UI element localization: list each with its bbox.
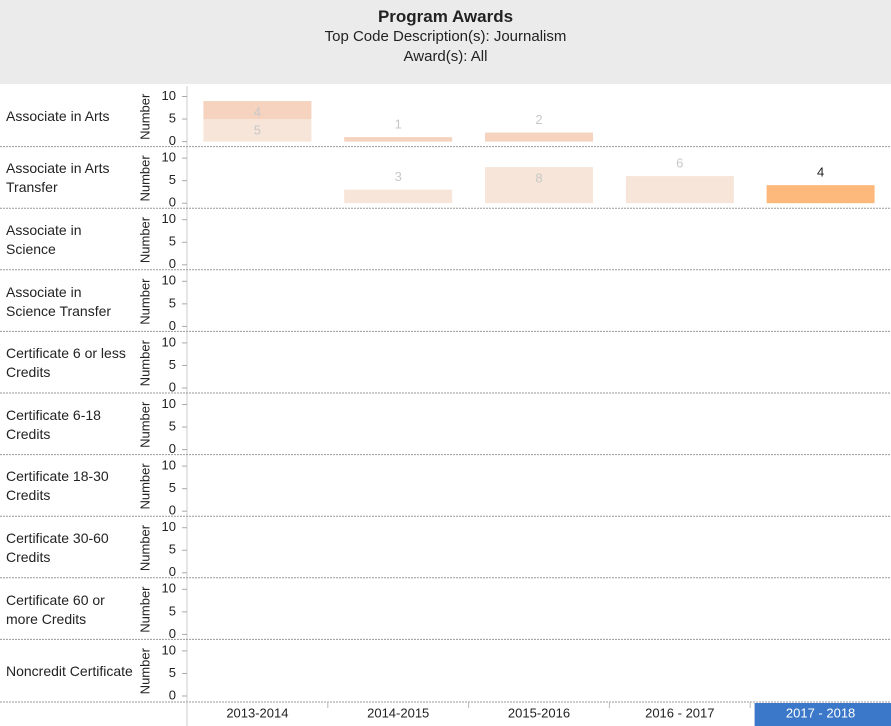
y-tick-label: 0: [169, 133, 176, 148]
y-tick-label: 0: [169, 626, 176, 641]
bar: [344, 137, 453, 142]
subtitle: Top Code Description(s): Journalism: [324, 28, 567, 45]
value-label: 4: [817, 165, 824, 180]
y-tick-label: 10: [162, 273, 176, 288]
x-tick-label: 2017 - 2018: [786, 705, 855, 720]
y-axis-title: Number: [137, 339, 152, 386]
y-tick-label: 5: [169, 357, 176, 372]
chart-title: Program Awards: [377, 7, 514, 26]
y-tick-label: 0: [169, 318, 176, 333]
row-label: Certificate 6-18 Credits: [6, 406, 101, 442]
bar: [625, 176, 734, 204]
row-label: Certificate 18-30 Credits: [6, 468, 109, 504]
y-tick-label: 10: [162, 211, 176, 226]
row-label: Associate in Science Transfer: [6, 283, 112, 319]
row-label: Associate in Arts: [6, 108, 110, 125]
y-axis-title: Number: [137, 463, 152, 510]
y-axis-title: Number: [137, 216, 152, 263]
y-tick-label: 10: [162, 581, 176, 596]
bar: [485, 132, 593, 142]
row-label: Certificate 6 or less Credits: [6, 345, 126, 381]
y-tick-label: 5: [169, 542, 176, 557]
y-tick-label: 5: [169, 295, 176, 310]
value-label: 3: [395, 169, 402, 184]
value-label: 5: [254, 122, 261, 137]
y-tick-label: 5: [169, 110, 176, 125]
y-tick-label: 0: [169, 503, 176, 518]
bar: [485, 167, 593, 204]
x-tick-label: 2014-2015: [367, 705, 429, 720]
y-tick-label: 0: [169, 195, 176, 210]
y-tick-label: 10: [162, 642, 176, 657]
row-label: Certificate 60 or more Credits: [6, 591, 105, 627]
y-tick-label: 10: [162, 88, 176, 103]
x-tick-label: 2016 - 2017: [645, 705, 714, 720]
y-tick-label: 5: [169, 172, 176, 187]
row-label: Noncredit Certificate: [6, 662, 133, 679]
highlight: [754, 703, 891, 726]
y-axis-title: Number: [137, 647, 152, 694]
y-axis-title: Number: [137, 586, 152, 633]
header: Program Awards Top Code Description(s): …: [0, 0, 891, 84]
value-label: 1: [395, 117, 402, 132]
y-tick-label: 10: [162, 396, 176, 411]
bar: [203, 119, 312, 142]
bar: [766, 185, 875, 204]
bar: [203, 101, 312, 120]
value-label: 8: [535, 171, 542, 186]
y-tick-label: 10: [162, 458, 176, 473]
y-tick-label: 10: [162, 334, 176, 349]
value-label: 6: [676, 156, 683, 171]
row-label: Associate in Arts Transfer: [6, 160, 110, 196]
y-tick-label: 0: [169, 564, 176, 579]
y-tick-label: 0: [169, 379, 176, 394]
y-tick-label: 0: [169, 256, 176, 271]
y-tick-label: 10: [162, 519, 176, 534]
x-tick-label: 2013-2014: [226, 705, 288, 720]
bar: [344, 189, 453, 204]
y-axis-title: Number: [137, 401, 152, 448]
y-axis-title: Number: [137, 93, 152, 140]
y-tick-label: 5: [169, 234, 176, 249]
value-label: 4: [254, 104, 261, 119]
y-tick-label: 0: [169, 441, 176, 456]
y-axis-title: Number: [137, 524, 152, 571]
y-axis-title: Number: [137, 155, 152, 202]
row-label: Associate in Science: [6, 221, 82, 257]
y-axis-title: Number: [137, 278, 152, 325]
y-tick-label: 0: [169, 687, 176, 702]
y-tick-label: 5: [169, 418, 176, 433]
y-tick-label: 5: [169, 480, 176, 495]
y-tick-label: 5: [169, 603, 176, 618]
x-tick-label: 2015-2016: [508, 705, 570, 720]
value-label: 2: [535, 112, 542, 127]
subtitle: Award(s): All: [403, 48, 488, 65]
y-tick-label: 10: [162, 150, 176, 165]
y-tick-label: 5: [169, 665, 176, 680]
row-label: Certificate 30-60 Credits: [6, 529, 109, 565]
